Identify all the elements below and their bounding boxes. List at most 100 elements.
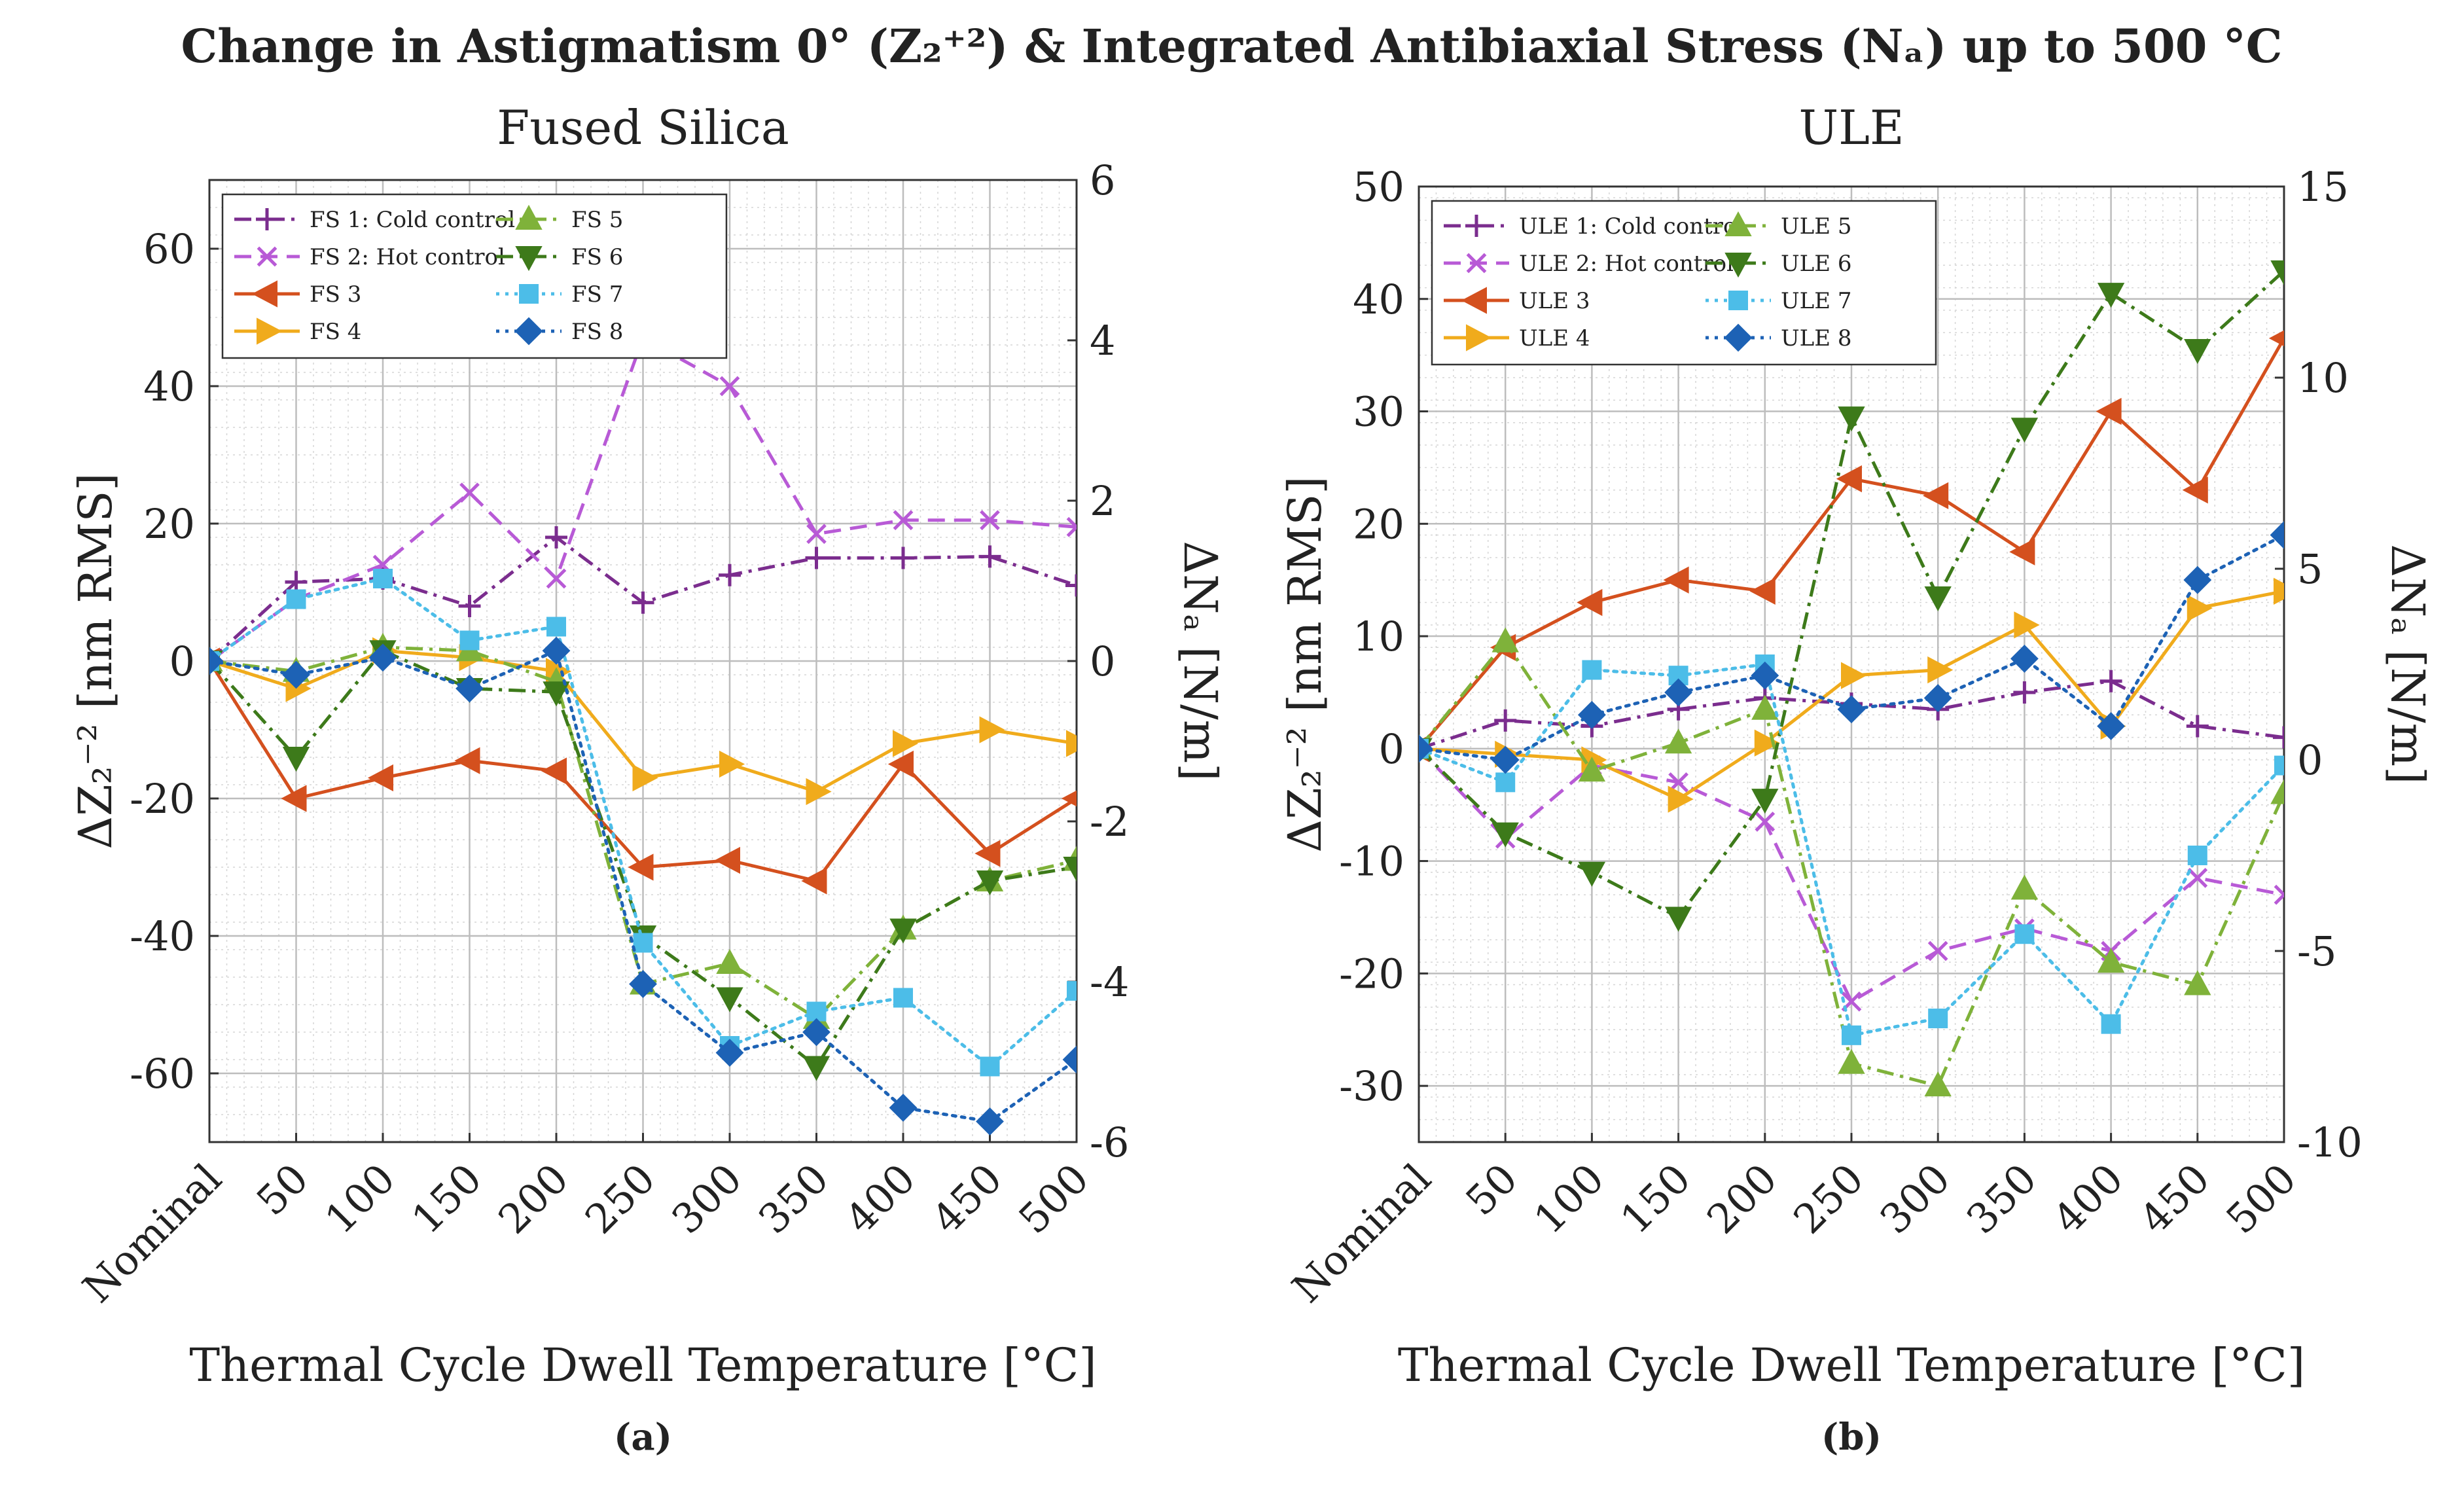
legend-marker [1724,253,1752,278]
data-point [1491,745,1520,774]
legend-marker [1728,291,1748,310]
data-point [978,545,1001,568]
legend-label: FS 2: Hot control [310,244,505,270]
data-point [2097,712,2126,740]
data-point [1577,588,1603,617]
y2-tick-label: 0 [2297,736,2323,784]
data-point [2270,779,2284,804]
legend-label: ULE 4 [1519,325,1590,351]
data-point [1061,790,1077,807]
series-8 [1419,521,2284,774]
data-point [1419,734,1433,763]
y-axis-label: ΔZ₂⁻² [nm RMS] [1278,476,1332,852]
data-point [802,1018,830,1047]
data-point [2096,397,2122,425]
panel-title: Fused Silica [497,100,789,155]
data-point [1751,789,1779,814]
y-tick-label: 0 [170,637,195,685]
data-point [1494,709,1517,732]
legend-label: ULE 7 [1781,288,1852,314]
panel-label: (b) [1821,1416,1882,1459]
data-point [714,846,740,874]
data-point [1664,678,1693,707]
data-point [719,376,740,397]
y-tick-label: -60 [130,1050,195,1098]
data-point [806,1001,827,1022]
data-point [1668,785,1694,813]
legend-entry: FS 3 [234,280,361,308]
legend-entry: ULE 8 [1705,323,1852,352]
y-tick-label: -20 [130,775,195,823]
x-tick-label: 450 [923,1155,1011,1243]
series-7 [1419,654,2284,1045]
data-point [1491,822,1519,848]
legend-marker [257,317,283,345]
x-tick-label: 450 [2130,1155,2219,1243]
legend-label: ULE 6 [1781,251,1852,277]
data-point [806,524,827,545]
x-tick-label: 500 [1009,1155,1098,1243]
data-point [1927,656,1954,684]
data-point [2014,924,2035,944]
x-tick-label: 250 [1784,1155,1872,1243]
x-tick-label: Nominal [73,1155,230,1312]
legend-entry: ULE 5 [1705,211,1852,240]
y2-tick-label: -6 [1090,1119,1129,1166]
y2-tick-label: -4 [1090,958,1129,1006]
legend-marker [251,280,277,308]
y2-tick-label: -5 [2297,927,2336,975]
data-point [1923,684,1952,712]
x-tick-label: 150 [1611,1155,1700,1243]
x-tick-label: 300 [1871,1155,1959,1243]
x-tick-label: 200 [1698,1155,1786,1243]
legend-entry: FS 5 [496,204,623,233]
legend-marker [1724,323,1753,352]
data-point [980,510,1000,531]
legend-marker [1466,253,1487,274]
data-point [2182,476,2208,504]
data-point [893,988,913,1008]
y-tick-label: 40 [143,363,195,410]
legend-label: FS 8 [571,319,623,345]
panel-title: ULE [1798,100,1904,155]
data-point [801,867,827,895]
data-point [546,568,567,589]
data-point [1663,566,1689,594]
data-point [2183,565,2212,594]
data-point [2097,948,2125,973]
data-point [2186,715,2209,738]
x-axis-label: Thermal Cycle Dwell Temperature [°C] [1398,1338,2305,1392]
data-point [632,764,658,792]
data-point [2270,521,2284,549]
data-point [1062,1045,1077,1074]
data-point [1065,574,1077,597]
series-5 [1419,627,2284,1097]
data-point [454,747,480,774]
data-point [632,591,654,614]
legend-label: ULE 2: Hot control [1519,251,1734,277]
data-point [1841,662,1867,689]
x-tick-label: 100 [1525,1155,1613,1243]
y-tick-label: -30 [1339,1062,1404,1110]
y-tick-label: -40 [130,912,195,960]
data-point [1063,857,1077,882]
data-point [373,569,393,588]
series-3 [1419,330,2284,762]
y2-tick-label: 6 [1090,156,1115,204]
data-point [629,970,657,998]
x-tick-label: 250 [576,1155,664,1243]
x-tick-label: 400 [836,1155,924,1243]
legend-entry: ULE 2: Hot control [1444,251,1734,277]
y2-tick-label: 2 [1090,477,1115,525]
data-point [889,1094,918,1122]
x-tick-label: 150 [402,1155,491,1243]
series-4 [209,637,1077,806]
data-point [1495,772,1516,793]
legend: FS 1: Cold control FS 2: Hot control FS 3 F… [221,193,728,359]
legend-entry: FS 2: Hot control [234,244,505,270]
data-point [2184,339,2211,365]
data-point [1491,627,1519,653]
data-point [286,589,306,609]
data-point [2187,594,2213,622]
series-8 [209,636,1077,1136]
